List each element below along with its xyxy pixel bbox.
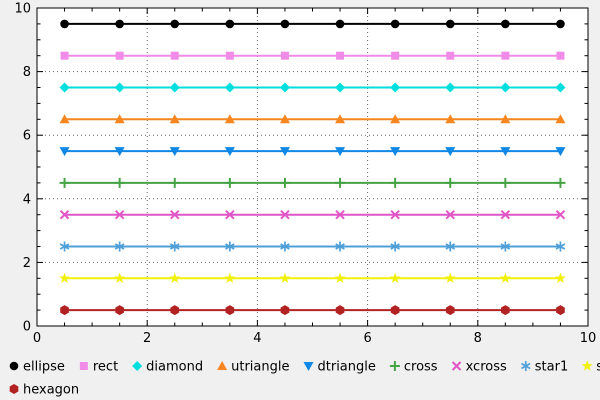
y-tick-label: 2 [23, 256, 31, 271]
y-tick-label: 0 [23, 320, 31, 335]
legend-item-hexagon: hexagon [9, 383, 79, 398]
legend-label: utriangle [231, 360, 289, 375]
legend-item-star2: star2 [581, 360, 600, 375]
legend-item-dtriangle: dtriangle [303, 360, 376, 375]
legend-label: dtriangle [318, 360, 376, 375]
legend-item-star1: star1 [521, 360, 568, 375]
legend-item-diamond: diamond [132, 360, 203, 375]
legend-item-xcross: xcross [451, 360, 507, 375]
axis-ticks [36, 7, 589, 327]
series-star2 [59, 272, 566, 283]
legend-label: xcross [466, 360, 507, 375]
series-xcross [59, 209, 566, 220]
series-ellipse [60, 19, 565, 29]
plot-area [37, 8, 588, 326]
series-cross [59, 177, 566, 188]
x-tick-label: 4 [253, 331, 261, 346]
x-tick-label: 10 [580, 331, 597, 346]
y-tick-label: 6 [23, 129, 31, 144]
axis-tick-labels: 0 2 4 6 8 10 0 2 4 6 8 10 [14, 2, 596, 347]
series-diamond [59, 82, 566, 93]
series-utriangle [59, 114, 566, 124]
series-star1 [59, 241, 566, 252]
legend-item-ellipse: ellipse [9, 360, 65, 375]
y-tick-label: 10 [14, 2, 31, 17]
legend-item-rect: rect [79, 360, 118, 375]
legend-label: diamond [146, 360, 203, 375]
legend-label: cross [404, 360, 438, 375]
legend-label: rect [93, 360, 118, 375]
x-tick-label: 6 [363, 331, 371, 346]
series-rect [60, 51, 565, 60]
y-tick-label: 8 [23, 65, 31, 80]
x-tick-label: 8 [474, 331, 482, 346]
legend: ellipse rect diamond utriangle dtriangle cros… [9, 360, 600, 398]
series-hexagon [60, 305, 565, 316]
legend-item-cross: cross [389, 360, 438, 375]
legend-item-utriangle: utriangle [217, 360, 290, 375]
x-tick-label: 2 [143, 331, 151, 346]
x-tick-label: 0 [33, 331, 41, 346]
legend-label: star2 [596, 360, 600, 375]
legend-label: ellipse [23, 360, 65, 375]
y-tick-label: 4 [23, 192, 31, 207]
legend-label: hexagon [23, 383, 79, 398]
series-dtriangle [59, 147, 566, 157]
legend-label: star1 [535, 360, 568, 375]
